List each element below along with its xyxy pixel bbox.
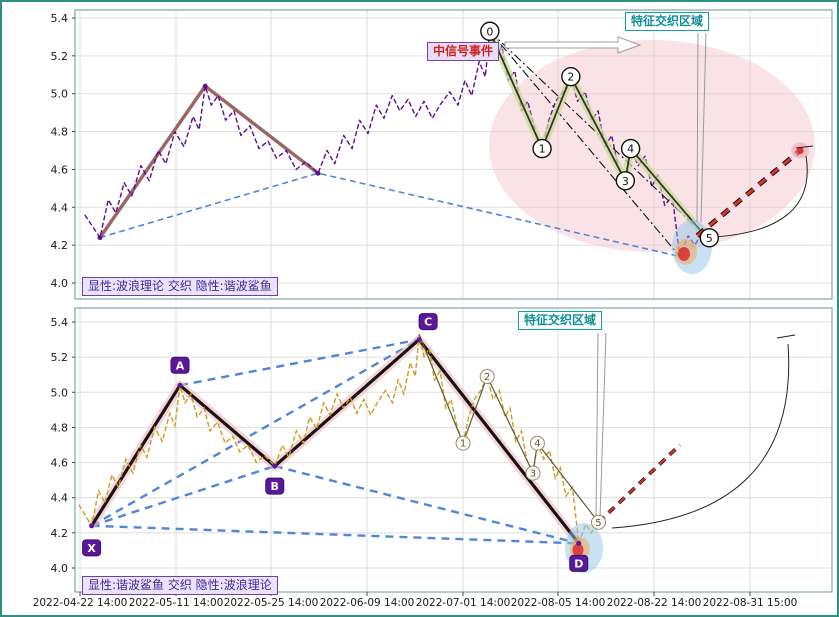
svg-text:4: 4	[534, 439, 540, 450]
svg-text:2022-07-01 14:00: 2022-07-01 14:00	[416, 597, 511, 609]
svg-text:4.2: 4.2	[51, 239, 69, 252]
svg-text:5.4: 5.4	[51, 316, 69, 329]
svg-text:5.4: 5.4	[51, 12, 69, 25]
svg-text:5.0: 5.0	[51, 386, 69, 399]
svg-text:2022-08-05 14:00: 2022-08-05 14:00	[511, 597, 606, 609]
svg-text:5.2: 5.2	[51, 351, 69, 364]
svg-text:4.8: 4.8	[51, 126, 69, 139]
svg-text:2022-08-31 15:00: 2022-08-31 15:00	[703, 597, 798, 609]
svg-text:0: 0	[486, 25, 493, 38]
svg-text:4.2: 4.2	[51, 527, 69, 540]
svg-text:5: 5	[595, 518, 601, 529]
svg-text:2022-06-09 14:00: 2022-06-09 14:00	[320, 597, 415, 609]
svg-text:5: 5	[706, 232, 713, 245]
svg-text:2022-04-22 14:00: 2022-04-22 14:00	[33, 597, 128, 609]
legend-bottom-panel: 显性:谐波鲨鱼 交织 隐性:波浪理论	[82, 576, 278, 595]
svg-text:2: 2	[484, 372, 490, 383]
svg-text:2022-08-22 14:00: 2022-08-22 14:00	[607, 597, 702, 609]
signal-event-label: 中信号事件	[427, 42, 500, 61]
svg-text:A: A	[176, 359, 185, 372]
svg-text:2022-05-11 14:00: 2022-05-11 14:00	[129, 597, 224, 609]
svg-text:3: 3	[530, 469, 536, 480]
svg-text:2022-05-25 14:00: 2022-05-25 14:00	[224, 597, 319, 609]
feature-zone-label-top: 特征交织区域	[625, 12, 710, 31]
svg-text:X: X	[87, 542, 96, 555]
svg-text:5.0: 5.0	[51, 88, 69, 101]
svg-text:1: 1	[460, 439, 466, 450]
legend-top-panel: 显性:波浪理论 交织 隐性:谐波鲨鱼	[82, 277, 278, 296]
svg-text:3: 3	[622, 175, 629, 188]
feature-zone-label-bottom: 特征交织区域	[518, 311, 603, 330]
svg-text:1: 1	[539, 143, 546, 156]
svg-text:4.0: 4.0	[51, 277, 69, 290]
svg-text:2: 2	[567, 71, 574, 84]
svg-text:4.8: 4.8	[51, 421, 69, 434]
svg-text:4.0: 4.0	[51, 562, 69, 575]
svg-text:B: B	[271, 480, 279, 493]
svg-text:D: D	[574, 557, 583, 570]
svg-text:4: 4	[627, 143, 634, 156]
svg-text:5.2: 5.2	[51, 50, 69, 63]
svg-text:4.4: 4.4	[51, 201, 69, 214]
svg-text:4.6: 4.6	[51, 457, 69, 470]
svg-text:4.6: 4.6	[51, 163, 69, 176]
svg-text:C: C	[424, 316, 432, 329]
svg-text:4.4: 4.4	[51, 492, 69, 505]
